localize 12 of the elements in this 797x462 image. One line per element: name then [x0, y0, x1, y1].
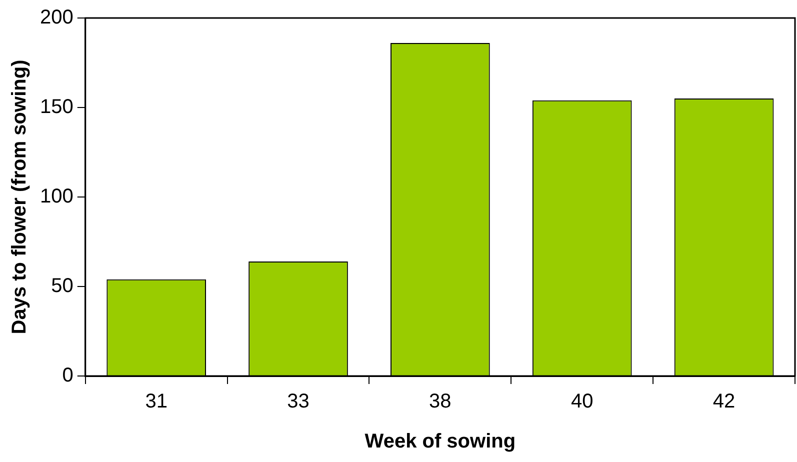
x-tick-label: 42: [712, 390, 736, 413]
y-tick-label: 200: [40, 6, 74, 29]
x-tick-label: 38: [429, 390, 452, 413]
y-tick-label: 50: [51, 275, 74, 298]
y-tick-label: 150: [40, 96, 74, 118]
y-tick-label: 100: [40, 186, 74, 208]
x-tick-label: 40: [570, 390, 594, 413]
y-axis-title: Days to flower (from sowing): [8, 60, 31, 334]
x-tick-label: 31: [145, 390, 168, 413]
x-axis-title: Week of sowing: [364, 430, 516, 453]
x-tick-label: 33: [287, 390, 310, 413]
y-tick-label: 0: [62, 364, 74, 387]
